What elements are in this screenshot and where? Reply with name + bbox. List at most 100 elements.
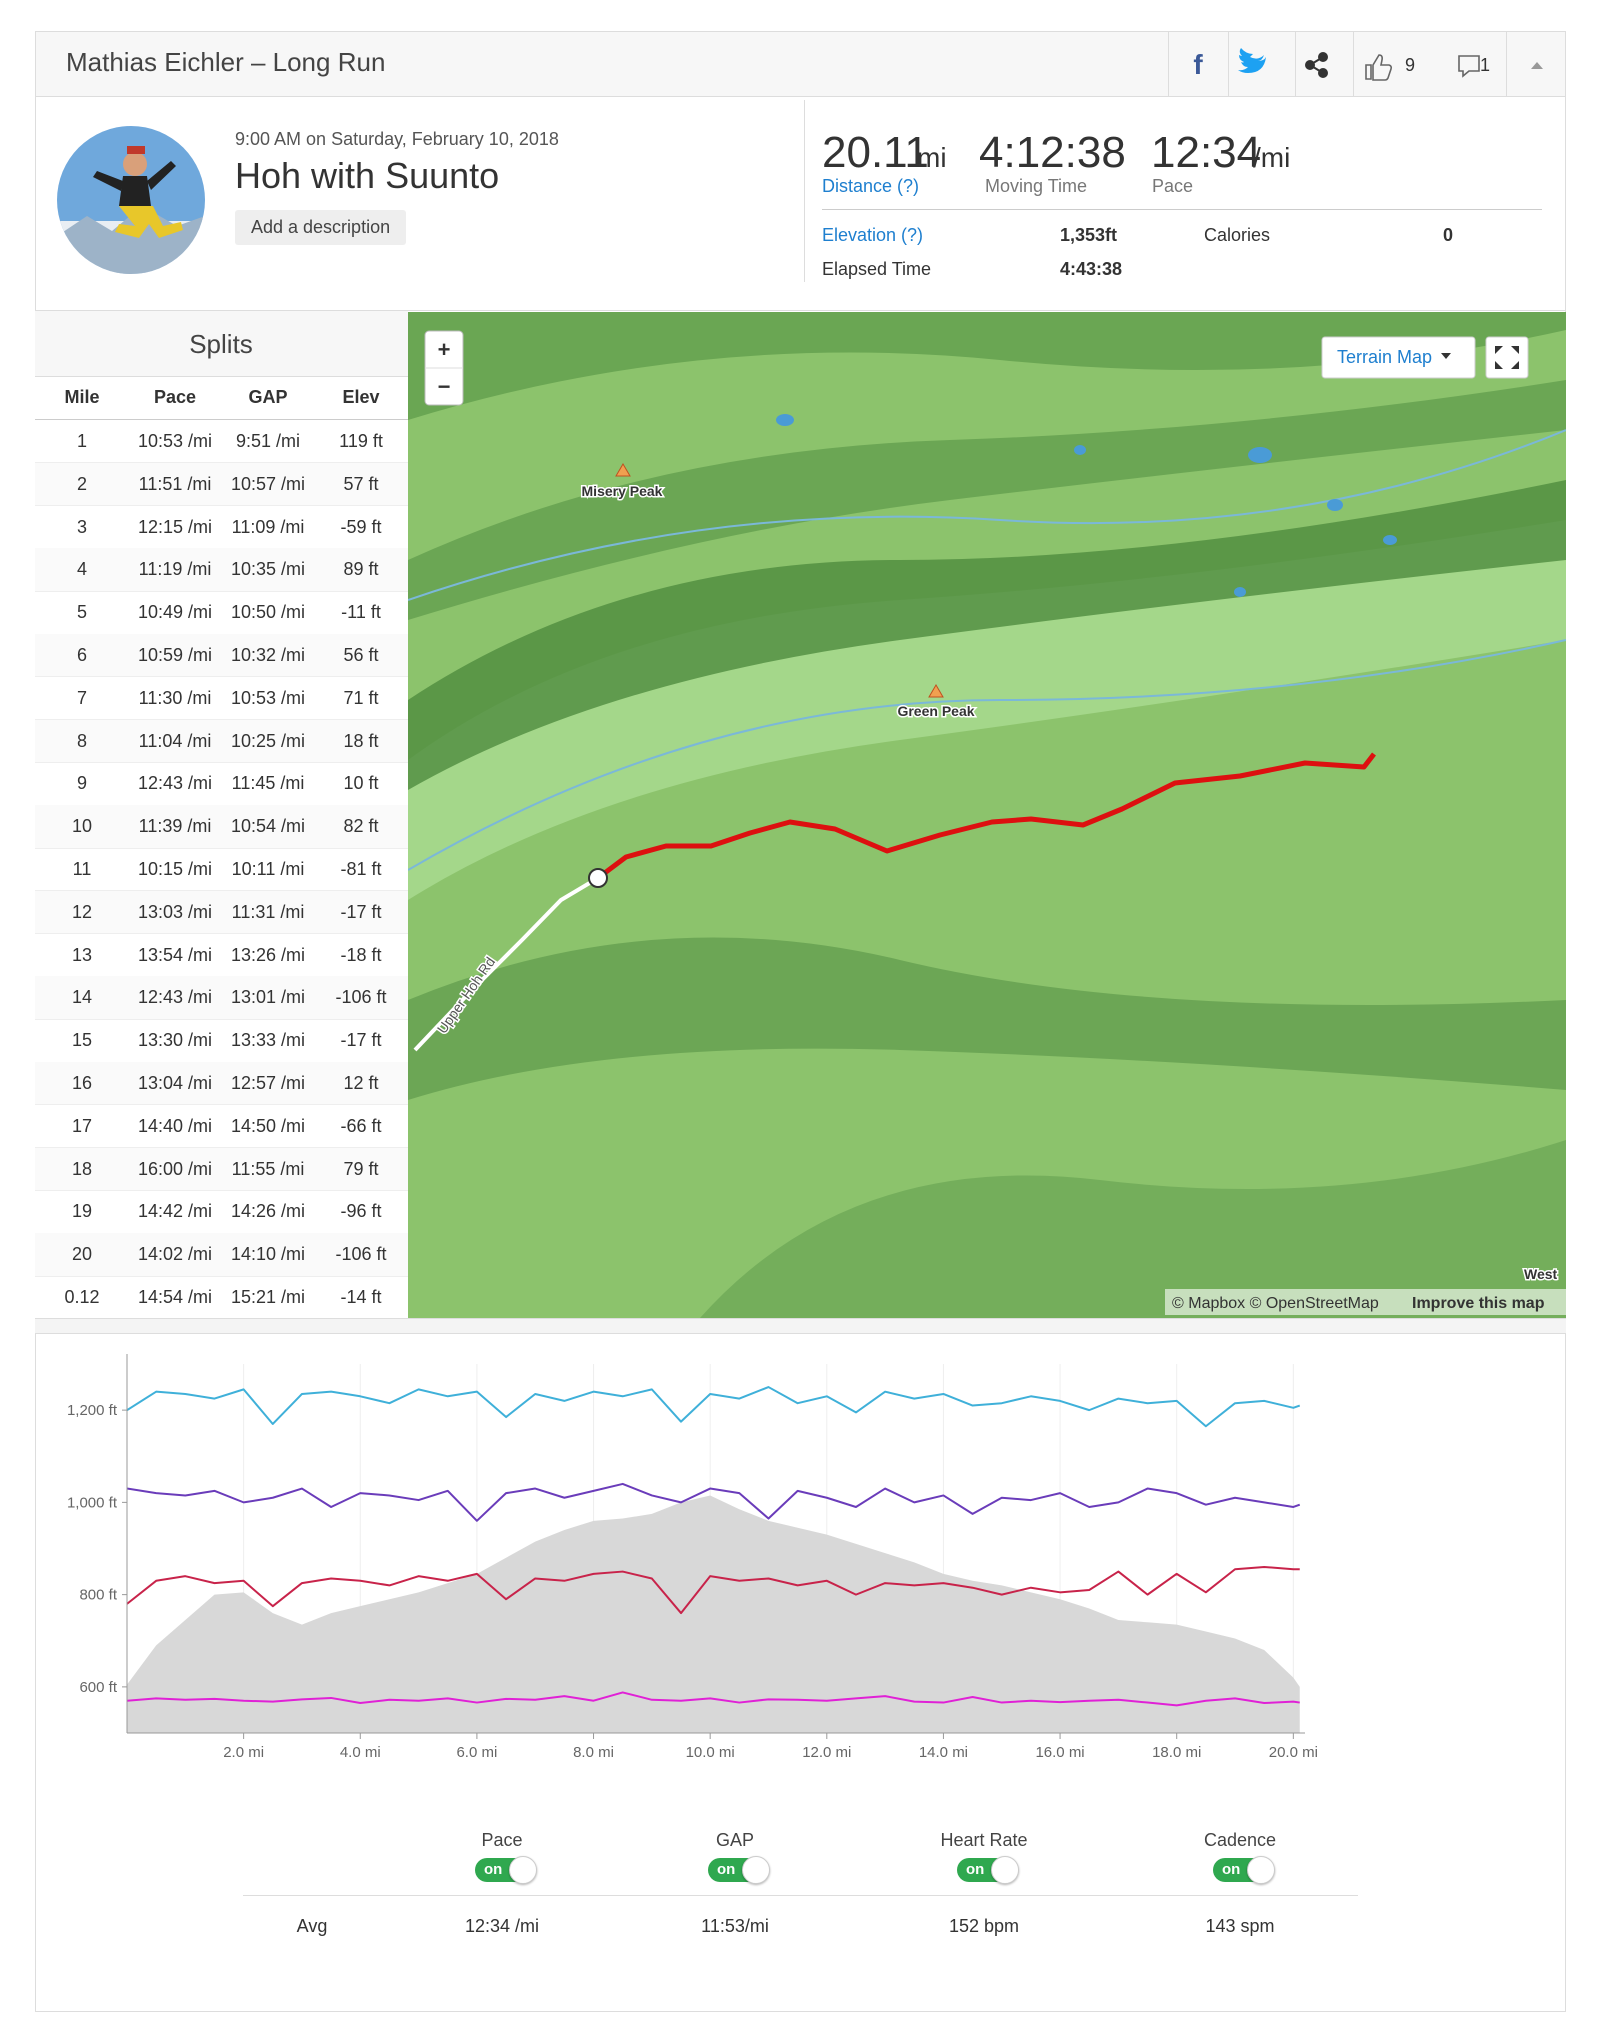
- split-cell: 82 ft: [343, 816, 379, 837]
- toggle-label: on: [1222, 1861, 1241, 1878]
- split-cell: 10:49 /mi: [137, 602, 213, 623]
- row-stripe: [35, 976, 408, 1020]
- split-cell: 57 ft: [343, 473, 379, 494]
- twitter-button[interactable]: [1238, 48, 1266, 73]
- split-cell: 13:30 /mi: [137, 1030, 213, 1051]
- toggle-knob: [991, 1856, 1019, 1884]
- toggle-knob: [742, 1856, 770, 1884]
- split-cell: -106 ft: [335, 987, 387, 1008]
- divider: [35, 933, 408, 935]
- zoom-out-button[interactable]: −: [438, 374, 451, 399]
- elevation-area: [127, 1495, 1300, 1733]
- split-cell: 12: [71, 901, 93, 922]
- stream-toggle[interactable]: on: [708, 1856, 770, 1884]
- elapsed-label: Elapsed Time: [822, 259, 932, 279]
- divider: [35, 1018, 408, 1020]
- split-cell: 56 ft: [343, 645, 379, 665]
- divider: [1168, 31, 1169, 97]
- split-cell: -11 ft: [341, 602, 381, 623]
- split-cell: 10:15 /mi: [137, 859, 213, 879]
- split-cell: 0.12: [64, 1287, 100, 1307]
- split-cell: -106 ft: [335, 1244, 387, 1265]
- comment-button[interactable]: [1458, 55, 1480, 78]
- map-ridge: [408, 312, 1566, 420]
- split-cell: 12:43 /mi: [137, 773, 213, 794]
- split-cell: 10:32 /mi: [230, 645, 306, 665]
- toggle-label: on: [966, 1861, 985, 1878]
- facebook-button[interactable]: f: [1193, 49, 1203, 80]
- split-cell: 16:00 /mi: [137, 1158, 213, 1179]
- resize-handle[interactable]: [35, 1318, 1566, 1334]
- split-cell: -14 ft: [340, 1287, 382, 1307]
- dropdown-caret: [1441, 353, 1451, 359]
- split-cell: 10:25 /mi: [230, 730, 306, 751]
- x-tick-label: 14.0 mi: [919, 1744, 968, 1761]
- map-ridge: [408, 480, 1566, 790]
- elevation-chart: 600 ft 800 ft 1,000 ft 1,200 ft 2.0 mi 4.0 mi…: [67, 1354, 1318, 1761]
- splits-header: [35, 311, 408, 377]
- split-cell: 20: [71, 1244, 93, 1265]
- map-type-label[interactable]: Terrain Map: [1337, 347, 1432, 367]
- split-cell: -96 ft: [340, 1201, 382, 1222]
- improve-map-link[interactable]: Improve this map: [1412, 1295, 1545, 1312]
- kudos-count: 9: [1405, 55, 1415, 75]
- map-ridge: [700, 1140, 1566, 1318]
- split-cell: 19: [71, 1201, 93, 1222]
- split-cell: 10:50 /mi: [230, 602, 306, 623]
- split-cell: 5: [76, 602, 88, 623]
- collapse-button[interactable]: [1531, 62, 1543, 69]
- elevation-label[interactable]: Elevation (?): [822, 225, 924, 245]
- stream-summary: Avg Pace on 12:34 /mi GAP on 11:53/mi Heart Ra…: [0, 1820, 1600, 1960]
- divider: [35, 1275, 408, 1277]
- stream-label: Heart Rate: [940, 1830, 1028, 1850]
- stream-toggle[interactable]: on: [475, 1856, 537, 1884]
- y-tick-label: 600 ft: [79, 1679, 117, 1696]
- split-cell: -59 ft: [340, 516, 382, 537]
- split-cell: 10:35 /mi: [230, 559, 306, 580]
- split-cell: 11:31 /mi: [231, 901, 305, 922]
- stream-toggle[interactable]: on: [957, 1856, 1019, 1884]
- split-cell: 10:59 /mi: [137, 645, 213, 665]
- split-cell: -17 ft: [340, 901, 382, 922]
- split-cell: 15: [71, 1030, 93, 1051]
- row-stripe: [35, 719, 408, 763]
- attribution-bg: [1165, 1289, 1566, 1315]
- stream-toggle[interactable]: on: [1213, 1856, 1275, 1884]
- map-valley: [408, 520, 1566, 900]
- split-cell: 14:02 /mi: [137, 1244, 213, 1265]
- calories-value: 0: [1443, 225, 1454, 245]
- divider: [1228, 31, 1229, 97]
- add-description-button[interactable]: Add a description: [235, 210, 407, 245]
- split-cell: 13:01 /mi: [230, 987, 306, 1008]
- kudos-button[interactable]: [1365, 54, 1393, 81]
- comment-count: 1: [1480, 55, 1490, 75]
- row-stripe: [35, 890, 408, 934]
- split-cell: 12 ft: [343, 1073, 379, 1093]
- distance-label[interactable]: Distance (?): [822, 176, 920, 196]
- split-cell: -81 ft: [340, 859, 382, 879]
- athlete-avatar[interactable]: [57, 126, 205, 274]
- zoom-in-button[interactable]: +: [438, 337, 451, 362]
- split-cell: 11:09 /mi: [231, 516, 305, 537]
- peak-label: Green Peak: [897, 703, 974, 719]
- route-map[interactable]: Misery Peak Green Peak Upper Hoh Rd West…: [408, 312, 1566, 1318]
- fullscreen-button[interactable]: [1485, 336, 1529, 379]
- x-tick-label: 10.0 mi: [686, 1744, 735, 1761]
- map-type-button[interactable]: [1321, 336, 1476, 379]
- split-cell: -66 ft: [340, 1115, 382, 1136]
- route-start: [588, 868, 608, 888]
- map-river: [408, 639, 1566, 871]
- x-tick-label: 2.0 mi: [223, 1744, 264, 1761]
- share-button[interactable]: [1305, 52, 1328, 78]
- split-cell: 11:45 /mi: [231, 773, 305, 794]
- activity-title: Mathias Eichler – Long Run: [66, 47, 386, 77]
- split-cell: 10:57 /mi: [230, 473, 306, 494]
- divider: [35, 676, 408, 678]
- stream-label: GAP: [715, 1830, 755, 1850]
- split-cell: 12:57 /mi: [230, 1073, 306, 1093]
- splits-panel: Splits Mile Pace GAP Elev 1 10:53 /mi 9:51 /mi…: [35, 311, 408, 1320]
- header-icons: f 9 1: [1193, 48, 1543, 81]
- row-stripe: [35, 1147, 408, 1191]
- x-tick-label: 18.0 mi: [1152, 1744, 1201, 1761]
